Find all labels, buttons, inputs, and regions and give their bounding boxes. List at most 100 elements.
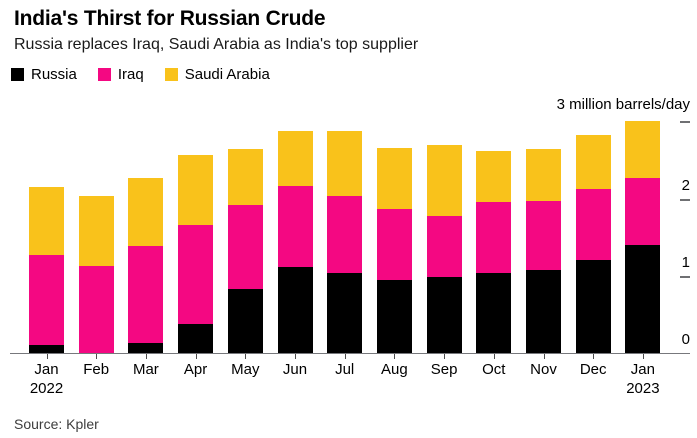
x-axis-tick: [145, 354, 147, 359]
bar-dec-11: [575, 134, 611, 353]
bar-segment-russia: [128, 343, 164, 353]
bar-segment-iraq: [476, 202, 512, 273]
x-axis-label: Apr: [183, 361, 208, 378]
bar-segment-iraq: [625, 177, 661, 245]
bar-segment-russia: [376, 280, 412, 353]
bar-segment-russia: [277, 266, 313, 353]
x-axis-label: Nov: [530, 361, 557, 378]
bar-segment-russia: [426, 277, 462, 353]
bar-segment-iraq: [29, 255, 64, 346]
x-axis-tick: [46, 354, 48, 359]
bar-segment-russia: [476, 272, 512, 353]
bar-segment-iraq: [128, 245, 164, 343]
x-axis-label: Sep: [430, 361, 458, 378]
legend-item-saudi-arabia: Saudi Arabia: [164, 66, 270, 83]
bar-segment-russia: [625, 244, 661, 353]
bar-jan-0: [29, 187, 64, 353]
bar-sep-8: [426, 145, 462, 353]
bar-segment-russia: [178, 324, 214, 353]
bar-jun-5: [277, 131, 313, 353]
legend-label: Saudi Arabia: [184, 66, 270, 83]
bar-segment-saudi-arabia: [327, 130, 363, 197]
bar-segment-iraq: [277, 186, 313, 267]
bar-segment-saudi-arabia: [227, 149, 263, 205]
legend-label: Iraq: [117, 66, 144, 83]
bar-segment-saudi-arabia: [128, 177, 164, 246]
legend-swatch-icon: [97, 68, 111, 81]
y-axis-label: 2: [681, 176, 690, 194]
bar-segment-russia: [327, 272, 363, 353]
y-axis-unit-label: 3 million barrels/day: [556, 96, 690, 113]
bar-segment-saudi-arabia: [625, 120, 661, 178]
bar-segment-saudi-arabia: [426, 145, 462, 216]
bar-oct-9: [476, 150, 512, 353]
x-axis-tick: [344, 354, 346, 359]
x-axis-label: Aug: [381, 361, 408, 378]
legend-swatch-icon: [164, 68, 178, 81]
bar-nov-10: [526, 149, 561, 353]
x-axis-tick: [493, 354, 495, 359]
bar-segment-saudi-arabia: [277, 131, 313, 187]
bar-jan-12: [625, 120, 661, 353]
x-axis-tick: [642, 354, 644, 359]
bar-segment-iraq: [78, 265, 114, 353]
bar-jul-6: [327, 130, 363, 353]
bar-segment-saudi-arabia: [376, 148, 412, 210]
bar-segment-saudi-arabia: [78, 196, 114, 266]
bar-segment-saudi-arabia: [476, 150, 512, 203]
x-axis-tick: [444, 354, 446, 359]
bar-apr-3: [178, 154, 214, 353]
x-axis-year-label: 2022: [29, 380, 64, 397]
bar-segment-saudi-arabia: [29, 187, 64, 256]
bar-segment-iraq: [376, 209, 412, 281]
x-axis-label: Jan: [34, 361, 59, 378]
source-note: Source: Kpler: [14, 416, 99, 432]
bar-mar-2: [128, 177, 164, 353]
bar-feb-1: [78, 196, 114, 353]
chart-subtitle: Russia replaces Iraq, Saudi Arabia as In…: [14, 36, 419, 53]
bar-segment-iraq: [526, 200, 561, 270]
y-axis-tick: [680, 275, 690, 278]
y-axis-label: 1: [681, 253, 690, 271]
bar-segment-russia: [29, 345, 64, 353]
bar-aug-7: [376, 148, 412, 353]
x-axis-label: Feb: [83, 361, 110, 378]
x-axis-tick: [295, 354, 296, 359]
bar-segment-russia: [575, 260, 611, 353]
x-axis-tick: [245, 354, 247, 359]
x-axis-tick: [394, 354, 396, 359]
plot-area: [29, 120, 661, 353]
bar-segment-saudi-arabia: [575, 134, 611, 189]
x-axis-tick: [195, 354, 197, 359]
legend-label: Russia: [31, 66, 77, 83]
legend-item-iraq: Iraq: [97, 66, 144, 83]
x-axis-label: Jul: [335, 361, 355, 378]
x-axis-label: Jun: [282, 361, 308, 378]
x-axis-tick: [543, 354, 545, 359]
bar-segment-russia: [526, 269, 561, 353]
bar-segment-saudi-arabia: [526, 149, 561, 201]
bar-segment-iraq: [178, 224, 214, 325]
bar-segment-iraq: [327, 196, 363, 273]
x-axis-tick: [593, 354, 595, 359]
x-axis-label: Dec: [579, 361, 607, 378]
legend: Russia Iraq Saudi Arabia: [11, 66, 270, 83]
y-axis-tick: [680, 121, 690, 124]
x-axis-label: Oct: [482, 361, 506, 378]
bar-segment-iraq: [227, 204, 263, 289]
y-axis-tick: [680, 198, 690, 201]
y-axis-label: 0: [681, 331, 690, 348]
chart-title: India's Thirst for Russian Crude: [14, 7, 326, 30]
legend-item-russia: Russia: [11, 66, 77, 83]
bar-may-4: [227, 149, 263, 353]
x-axis-label: Mar: [132, 361, 159, 378]
x-axis-label: May: [231, 361, 260, 378]
bar-segment-iraq: [426, 215, 462, 278]
legend-swatch-icon: [11, 68, 24, 81]
bar-segment-russia: [227, 288, 263, 353]
bar-segment-saudi-arabia: [178, 154, 214, 225]
x-axis-year-label: 2023: [626, 380, 660, 397]
x-axis-line: [10, 353, 690, 354]
x-axis-label: Jan: [630, 361, 655, 378]
